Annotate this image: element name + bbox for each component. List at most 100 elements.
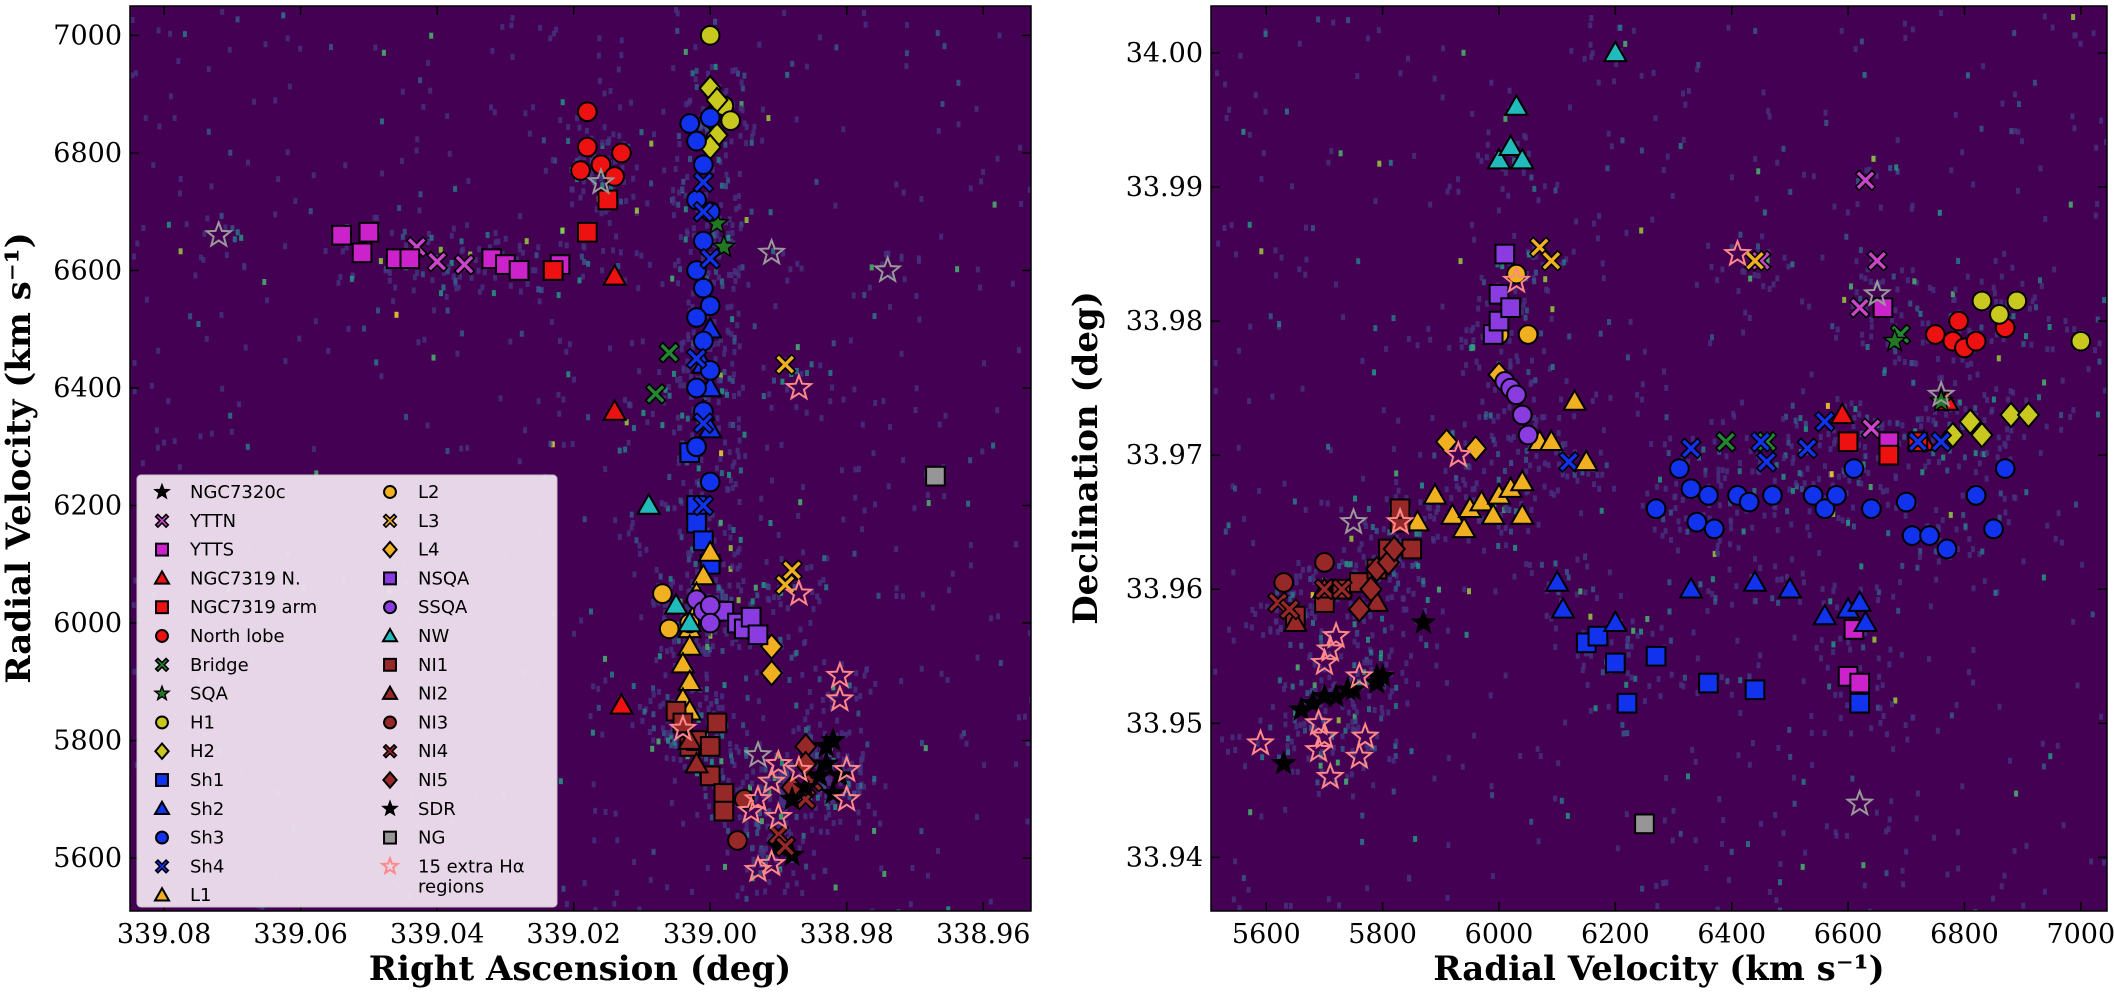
histogram-cell (1528, 462, 1533, 469)
histogram-cell (704, 671, 709, 678)
histogram-cell (1538, 753, 1543, 760)
histogram-cell (441, 284, 446, 291)
histogram-cell (723, 183, 728, 190)
histogram-cell (566, 371, 571, 378)
histogram-cell (1298, 722, 1303, 728)
right-marker-sh3 (1814, 498, 1836, 520)
histogram-cell (642, 708, 647, 715)
histogram-cell (1926, 320, 1931, 327)
histogram-cell (134, 70, 138, 77)
histogram-cell (2006, 519, 2011, 526)
histogram-cell (1855, 201, 1860, 208)
histogram-cell (758, 784, 763, 791)
histogram-cell (730, 640, 735, 646)
histogram-cell (1430, 415, 1435, 421)
histogram-cell (831, 340, 836, 347)
histogram-cell (1658, 476, 1662, 483)
histogram-cell (1825, 402, 1830, 409)
histogram-cell (591, 781, 596, 788)
histogram-cell (661, 700, 666, 707)
histogram-cell (1818, 434, 1823, 441)
histogram-cell (1268, 626, 1273, 633)
histogram-cell (1405, 700, 1410, 707)
histogram-cell (813, 665, 818, 672)
histogram-cell (1346, 17, 1351, 24)
histogram-cell (737, 562, 742, 569)
histogram-cell (1722, 475, 1727, 482)
histogram-cell (712, 319, 717, 325)
histogram-cell (1471, 337, 1476, 344)
histogram-cell (1393, 703, 1398, 709)
histogram-cell (2044, 423, 2049, 430)
histogram-cell (1352, 638, 1357, 645)
histogram-cell (777, 777, 782, 783)
histogram-cell (1931, 450, 1936, 457)
histogram-cell (1550, 364, 1555, 370)
histogram-cell (438, 246, 443, 253)
histogram-cell (1290, 592, 1295, 599)
histogram-cell (617, 132, 622, 139)
histogram-cell (669, 799, 674, 806)
histogram-cell (1781, 830, 1786, 837)
histogram-cell (995, 407, 1000, 414)
histogram-cell (1503, 525, 1508, 531)
histogram-cell (2002, 495, 2007, 502)
histogram-cell (1992, 290, 1997, 297)
histogram-cell (1485, 300, 1489, 307)
histogram-cell (723, 345, 727, 352)
histogram-cell (1949, 167, 1954, 174)
histogram-cell (1372, 369, 1376, 376)
histogram-cell (799, 265, 804, 272)
histogram-cell (1372, 707, 1377, 714)
histogram-cell (1832, 427, 1836, 434)
histogram-cell (1467, 588, 1471, 595)
histogram-cell (132, 359, 137, 366)
histogram-cell (760, 855, 765, 862)
histogram-cell (1805, 465, 1810, 472)
histogram-cell (1300, 566, 1305, 573)
histogram-cell (1751, 740, 1755, 746)
histogram-cell (1601, 275, 1606, 282)
histogram-cell (1016, 347, 1021, 354)
histogram-cell (682, 382, 687, 389)
histogram-cell (682, 638, 687, 645)
histogram-cell (1598, 449, 1603, 456)
left-marker-north-lobe (576, 136, 598, 158)
histogram-cell (1524, 456, 1528, 463)
histogram-cell (687, 606, 692, 613)
histogram-cell (422, 336, 427, 343)
histogram-cell (959, 733, 964, 740)
histogram-cell (1785, 573, 1789, 580)
histogram-cell (988, 898, 993, 905)
histogram-cell (515, 256, 520, 263)
histogram-cell (1351, 793, 1355, 800)
histogram-cell (2013, 91, 2017, 98)
histogram-cell (311, 172, 316, 179)
histogram-cell (677, 528, 682, 535)
histogram-cell (910, 865, 915, 871)
histogram-cell (873, 501, 877, 508)
legend-marker-sqa (153, 684, 171, 702)
histogram-cell (577, 124, 582, 131)
histogram-cell (1539, 330, 1544, 337)
histogram-cell (1250, 606, 1255, 613)
histogram-cell (699, 456, 704, 463)
legend-marker-ni5 (382, 770, 398, 790)
histogram-cell (1969, 360, 1974, 367)
histogram-cell (1389, 594, 1394, 601)
histogram-cell (1604, 462, 1609, 469)
histogram-cell (536, 244, 541, 251)
histogram-cell (156, 347, 161, 354)
histogram-cell (1863, 453, 1868, 460)
histogram-cell (1319, 628, 1324, 635)
histogram-cell (1394, 470, 1399, 477)
histogram-cell (2103, 387, 2107, 394)
histogram-cell (689, 373, 694, 380)
histogram-cell (1233, 485, 1237, 492)
histogram-cell (1999, 299, 2004, 306)
histogram-cell (232, 236, 237, 243)
histogram-cell (727, 471, 731, 478)
histogram-cell (722, 822, 727, 828)
histogram-cell (1461, 370, 1465, 376)
histogram-cell (768, 796, 772, 803)
